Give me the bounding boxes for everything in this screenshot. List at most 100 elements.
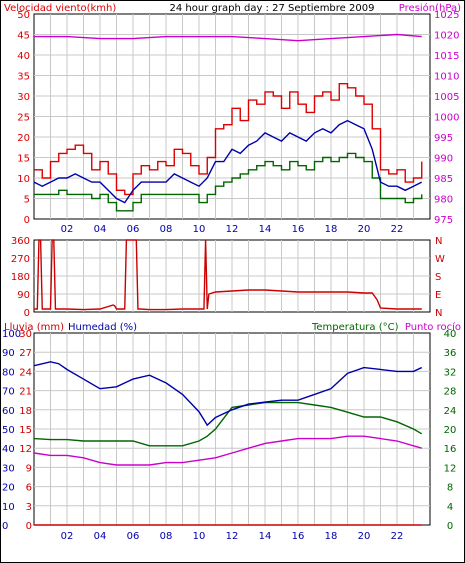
- humidity-title: Humedad (%): [68, 322, 137, 333]
- rain-tick-label: 15: [19, 425, 32, 436]
- rain-tick-label: 6: [26, 483, 32, 494]
- hour-tick-label: 14: [259, 531, 272, 542]
- humidity-tick-label: 0: [2, 521, 8, 532]
- dewpoint-line: [33, 435, 422, 466]
- panel3-grid: [34, 333, 430, 525]
- rain-tick-label: 21: [19, 387, 32, 398]
- temperature-tick-label: 28: [444, 387, 457, 398]
- rain-tick-label: 27: [19, 348, 32, 359]
- temperature-tick-label: 8: [447, 483, 453, 494]
- pressure-line: [34, 33, 422, 42]
- hour-tick-label: 12: [226, 224, 239, 235]
- compass-label: N: [435, 308, 442, 319]
- hour-tick-label: 18: [325, 224, 338, 235]
- hour-tick-label: 08: [160, 224, 173, 235]
- pressure-tick-label: 975: [434, 215, 453, 226]
- rain-tick-label: 18: [19, 406, 32, 417]
- pressure-tick-label: 1015: [434, 51, 459, 62]
- hour-tick-label: 16: [292, 224, 305, 235]
- series-lines: [33, 33, 423, 526]
- hour-tick-label: 10: [193, 531, 206, 542]
- wind-speed-tick-label: 45: [17, 31, 30, 42]
- temperature-tick-label: 24: [444, 406, 457, 417]
- temperature-tick-label: 12: [444, 463, 457, 474]
- humidity-tick-label: 80: [2, 367, 15, 378]
- pressure-title: Presión(hPa): [399, 2, 461, 14]
- temperature-tick-label: 4: [447, 502, 453, 513]
- compass-label: W: [435, 254, 445, 265]
- hour-tick-label: 02: [61, 224, 74, 235]
- temperature-title: Temperatura (°C): [311, 322, 399, 333]
- humidity-tick-label: 70: [2, 387, 15, 398]
- direction-tick-label: 180: [11, 272, 30, 283]
- temperature-tick-label: 36: [444, 348, 457, 359]
- hour-tick-label: 14: [259, 224, 272, 235]
- wind-direction-line: [34, 239, 422, 311]
- direction-tick-label: 360: [11, 236, 30, 247]
- hour-tick-label: 20: [358, 224, 371, 235]
- humidity-tick-label: 10: [2, 502, 15, 513]
- temperature-line: [33, 401, 423, 447]
- wind-speed-tick-label: 20: [17, 133, 30, 144]
- dewpoint-title: Punto rocío: [405, 321, 461, 333]
- pressure-tick-label: 1000: [434, 113, 459, 124]
- pressure-tick-label: 995: [434, 133, 453, 144]
- hour-tick-label: 04: [94, 224, 107, 235]
- rain-tick-label: 12: [19, 444, 32, 455]
- pressure-tick-label: 1025: [434, 10, 459, 21]
- direction-tick-label: 270: [11, 254, 30, 265]
- temperature-tick-label: 20: [444, 425, 457, 436]
- pressure-tick-label: 1005: [434, 92, 459, 103]
- graph-date-title: 24 hour graph day : 27 Septiembre 2009: [170, 3, 375, 14]
- pressure-tick-label: 990: [434, 154, 453, 165]
- panel2-grid: [34, 240, 430, 312]
- rain-title: Lluvia (mm): [4, 322, 64, 333]
- hour-tick-label: 20: [358, 531, 371, 542]
- axis-labels: 0510152025303540455097598098599099510001…: [2, 10, 459, 542]
- hour-tick-label: 22: [391, 224, 404, 235]
- hour-tick-label: 06: [127, 224, 140, 235]
- wind-speed-tick-label: 30: [17, 92, 30, 103]
- hour-tick-label: 12: [226, 531, 239, 542]
- pressure-tick-label: 1020: [434, 31, 459, 42]
- hour-tick-label: 18: [325, 531, 338, 542]
- wind-speed-tick-label: 35: [17, 72, 30, 83]
- pressure-tick-label: 980: [434, 195, 453, 206]
- direction-tick-label: 90: [17, 290, 30, 301]
- hour-tick-label: 22: [391, 531, 404, 542]
- temperature-tick-label: 0: [447, 521, 453, 532]
- rain-tick-label: 9: [26, 463, 32, 474]
- rain-tick-label: 30: [19, 329, 32, 340]
- humidity-tick-label: 60: [2, 406, 15, 417]
- compass-label: S: [435, 272, 441, 283]
- wind-speed-tick-label: 50: [17, 10, 30, 21]
- temperature-tick-label: 32: [444, 367, 457, 378]
- hour-tick-label: 08: [160, 531, 173, 542]
- direction-tick-label: 0: [24, 308, 30, 319]
- humidity-tick-label: 50: [2, 425, 15, 436]
- humidity-tick-label: 30: [2, 463, 15, 474]
- wind-speed-tick-label: 15: [17, 154, 30, 165]
- wind-speed-tick-label: 25: [17, 113, 30, 124]
- humidity-tick-label: 90: [2, 348, 15, 359]
- hour-tick-label: 04: [94, 531, 107, 542]
- hour-tick-label: 10: [193, 224, 206, 235]
- compass-label: N: [435, 236, 442, 247]
- compass-label: E: [435, 290, 441, 301]
- humidity-line: [33, 361, 423, 427]
- pressure-tick-label: 985: [434, 174, 453, 185]
- humidity-tick-label: 100: [2, 329, 21, 340]
- wind-speed-tick-label: 10: [17, 174, 30, 185]
- rain-tick-label: 0: [26, 521, 32, 532]
- wind-average-line: [33, 119, 423, 204]
- humidity-tick-label: 20: [2, 483, 15, 494]
- hour-tick-label: 16: [292, 531, 305, 542]
- wind-speed-tick-label: 0: [24, 215, 30, 226]
- temperature-tick-label: 16: [444, 444, 457, 455]
- temperature-tick-label: 40: [444, 329, 457, 340]
- wind-speed-tick-label: 5: [24, 195, 30, 206]
- wind-speed-tick-label: 40: [17, 51, 30, 62]
- rain-tick-label: 24: [19, 367, 32, 378]
- rain-tick-label: 3: [26, 502, 32, 513]
